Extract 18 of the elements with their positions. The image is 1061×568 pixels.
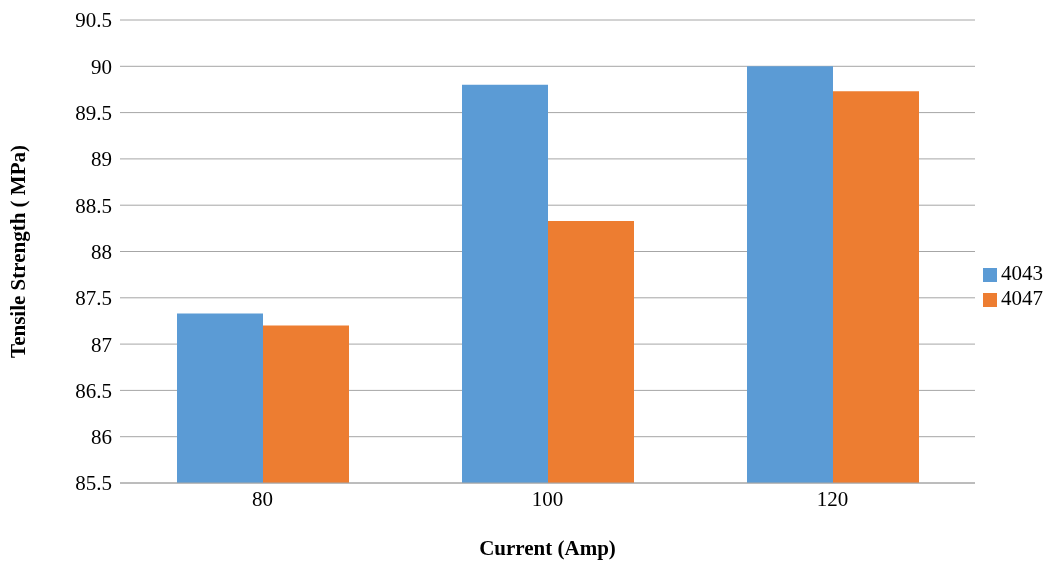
- y-tick-label: 86.5: [75, 378, 112, 403]
- legend-label: 4043: [1001, 260, 1043, 285]
- x-tick-label: 120: [816, 486, 849, 511]
- x-tick-label: 100: [531, 486, 564, 511]
- y-tick-label: 89: [91, 147, 112, 172]
- y-axis-title: Tensile Strength ( MPa): [6, 145, 31, 358]
- legend-label: 4047: [1001, 285, 1043, 310]
- y-tick-label: 87.5: [75, 286, 112, 311]
- x-tick-label: 80: [252, 486, 273, 511]
- y-tick-label: 86: [91, 425, 112, 450]
- y-tick-label: 89.5: [75, 101, 112, 126]
- y-tick-label: 90.5: [75, 8, 112, 33]
- y-tick-label: 88: [91, 239, 112, 264]
- y-tick-label: 87: [91, 332, 112, 357]
- x-axis-title: Current (Amp): [479, 536, 616, 560]
- y-tick-label: 85.5: [75, 471, 112, 496]
- y-tick-label: 90: [91, 54, 112, 79]
- y-tick-label: 88.5: [75, 193, 112, 218]
